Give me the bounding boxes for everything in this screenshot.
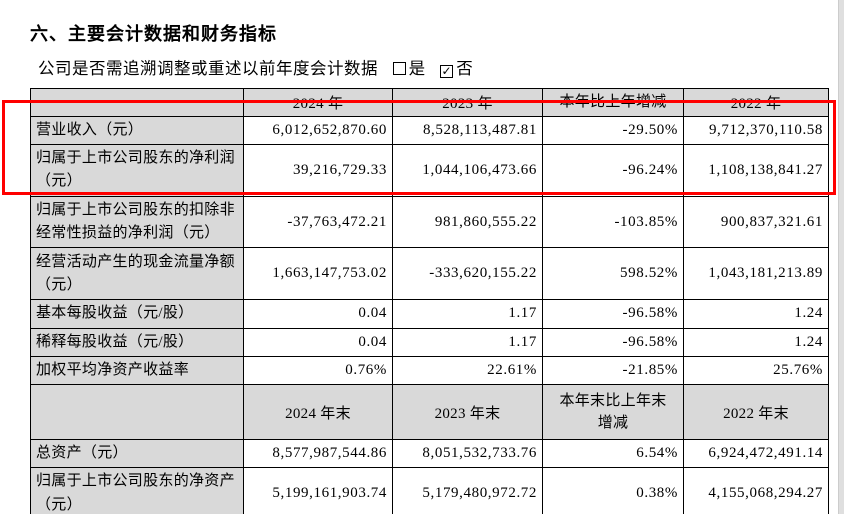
row-label: 基本每股收益（元/股） xyxy=(30,299,244,329)
column-header: 本年比上年增减 xyxy=(542,88,684,117)
option-no-label: 否 xyxy=(456,59,474,78)
financial-indicators-table: 2024 年 2023 年本年比上年增减 2022 年营业收入（元） 6,012,65… xyxy=(30,88,829,514)
cell-value: 4,155,068,294.27 xyxy=(683,467,829,514)
cell-value: 900,837,321.61 xyxy=(683,195,829,249)
cell-value: 8,577,987,544.86 xyxy=(243,438,393,469)
cell-value: 25.76% xyxy=(683,355,829,386)
cell-value: 1,108,138,841.27 xyxy=(683,143,829,197)
cell-value: 1.17 xyxy=(392,299,543,329)
table-row: 基本每股收益（元/股） 0.04 1.17 -96.58% 1.24 xyxy=(30,299,829,329)
cell-value: -103.85% xyxy=(542,195,684,249)
table-row: 总资产（元） 8,577,987,544.86 8,051,532,733.76 6.… xyxy=(30,438,829,469)
row-label: 加权平均净资产收益率 xyxy=(30,355,244,386)
cell-value: 6.54% xyxy=(542,438,684,469)
option-yes: 是 xyxy=(392,59,426,78)
cell-value: 0.38% xyxy=(542,467,684,514)
cell-value: 598.52% xyxy=(542,247,684,301)
corner-cell xyxy=(30,384,244,440)
cell-value: -29.50% xyxy=(542,115,684,145)
column-header: 2023 年 xyxy=(392,88,543,117)
column-header: 2024 年 xyxy=(243,88,393,117)
option-no: ✓ 否 xyxy=(440,59,473,78)
row-label: 经营活动产生的现金流量净额（元） xyxy=(30,247,244,301)
cell-value: -37,763,472.21 xyxy=(243,195,393,249)
column-header: 2022 年末 xyxy=(683,384,829,440)
cell-value: 1,043,181,213.89 xyxy=(683,247,829,301)
cell-value: 1,044,106,473.66 xyxy=(392,143,543,197)
cell-value: 9,712,370,110.58 xyxy=(683,115,829,145)
table-row: 加权平均净资产收益率 0.76% 22.61% -21.85% 25.76% xyxy=(30,355,829,386)
cell-value: 39,216,729.33 xyxy=(243,143,393,197)
option-yes-label: 是 xyxy=(408,59,426,78)
column-header: 2024 年末 xyxy=(243,384,393,440)
column-header: 本年末比上年末增减 xyxy=(542,384,684,440)
page-title: 六、主要会计数据和财务指标 xyxy=(30,24,277,44)
check-icon: ✓ xyxy=(441,64,453,78)
cell-value: 5,179,480,972.72 xyxy=(392,467,543,514)
cell-value: 1.24 xyxy=(683,327,829,357)
table-row: 稀释每股收益（元/股） 0.04 1.17 -96.58% 1.24 xyxy=(30,327,829,357)
question-text: 公司是否需追溯调整或重述以前年度会计数据 xyxy=(38,59,378,78)
row-label: 归属于上市公司股东的净利润（元） xyxy=(30,143,244,197)
unchecked-checkbox-icon xyxy=(392,62,406,75)
cell-value: -96.24% xyxy=(542,143,684,197)
row-label: 归属于上市公司股东的扣除非经常性损益的净利润（元） xyxy=(30,195,244,249)
table-row: 归属于上市公司股东的扣除非经常性损益的净利润（元） -37,763,472.21 9… xyxy=(30,195,829,249)
cell-value: 1,663,147,753.02 xyxy=(243,247,393,301)
cell-value: 8,051,532,733.76 xyxy=(392,438,543,469)
table-row: 经营活动产生的现金流量净额（元） 1,663,147,753.02 -333,620… xyxy=(30,247,829,301)
viewport-edge xyxy=(838,0,844,514)
corner-cell xyxy=(30,88,244,117)
cell-value: 0.76% xyxy=(243,355,393,386)
cell-value: -333,620,155.22 xyxy=(392,247,543,301)
cell-value: -96.58% xyxy=(542,327,684,357)
row-label: 营业收入（元） xyxy=(30,115,244,145)
cell-value: 6,012,652,870.60 xyxy=(243,115,393,145)
column-header: 2022 年 xyxy=(683,88,829,117)
restatement-question: 公司是否需追溯调整或重述以前年度会计数据 是 ✓ 否 xyxy=(38,55,473,79)
checked-checkbox-icon: ✓ xyxy=(440,64,454,78)
cell-value: -21.85% xyxy=(542,355,684,386)
cell-value: 981,860,555.22 xyxy=(392,195,543,249)
cell-value: 1.17 xyxy=(392,327,543,357)
row-label: 归属于上市公司股东的净资产（元） xyxy=(30,467,244,514)
cell-value: 6,924,472,491.14 xyxy=(683,438,829,469)
cell-value: 0.04 xyxy=(243,299,393,329)
cell-value: 22.61% xyxy=(392,355,543,386)
row-label: 总资产（元） xyxy=(30,438,244,469)
cell-value: 5,199,161,903.74 xyxy=(243,467,393,514)
table-row: 营业收入（元） 6,012,652,870.60 8,528,113,487.81-… xyxy=(30,115,829,145)
cell-value: 0.04 xyxy=(243,327,393,357)
table-row: 归属于上市公司股东的净资产（元） 5,199,161,903.74 5,179,48… xyxy=(30,467,829,514)
cell-value: -96.58% xyxy=(542,299,684,329)
row-label: 稀释每股收益（元/股） xyxy=(30,327,244,357)
cell-value: 1.24 xyxy=(683,299,829,329)
cell-value: 8,528,113,487.81 xyxy=(392,115,543,145)
column-header: 2023 年末 xyxy=(392,384,543,440)
table-row: 归属于上市公司股东的净利润（元） 39,216,729.33 1,044,106,4… xyxy=(30,143,829,197)
